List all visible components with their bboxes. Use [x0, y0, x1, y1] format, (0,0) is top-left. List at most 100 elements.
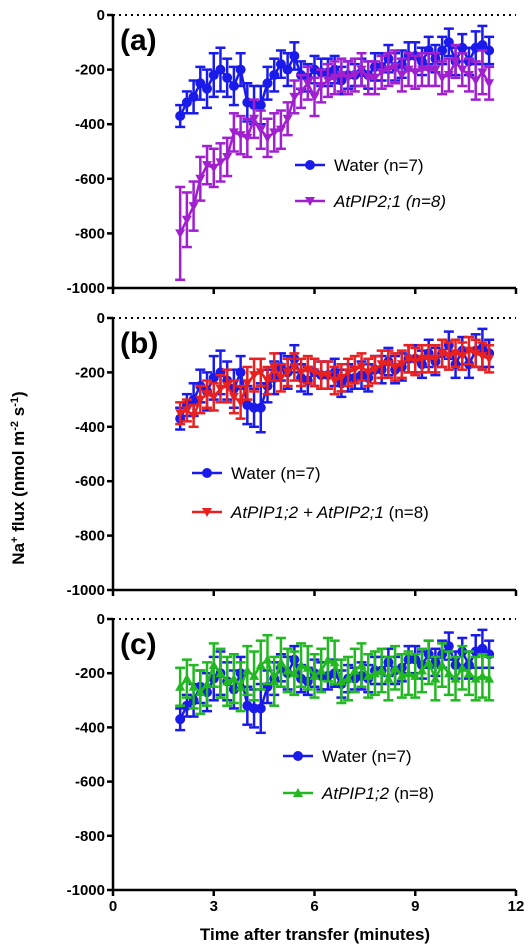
data-point — [349, 71, 360, 81]
data-point — [275, 59, 286, 70]
data-point — [296, 87, 307, 97]
y-tick-label: -800 — [75, 225, 105, 242]
data-point — [450, 673, 461, 683]
data-point — [309, 92, 320, 102]
data-point — [302, 79, 313, 89]
y-tick-label: -600 — [75, 171, 105, 188]
panel-0: 0 -200 -400 -600 -800 -1000 (a) Water (n=7) AtPI… — [67, 7, 518, 297]
data-point — [181, 215, 192, 225]
data-point — [195, 395, 206, 405]
data-point — [430, 673, 441, 683]
data-point — [396, 670, 407, 680]
y-axis-title-sup1: + — [9, 537, 21, 543]
y-tick-label: -800 — [75, 528, 105, 545]
data-point — [376, 665, 387, 675]
series-1 — [175, 335, 495, 429]
y-tick-label: -1000 — [67, 582, 105, 599]
data-point — [255, 125, 266, 135]
data-point — [181, 406, 192, 416]
x-tick-label: 6 — [310, 898, 318, 915]
data-point — [302, 365, 313, 375]
data-point — [188, 202, 199, 212]
data-point — [356, 362, 367, 372]
data-point — [262, 78, 273, 89]
data-point — [410, 670, 421, 680]
data-point — [208, 163, 219, 173]
data-point — [437, 349, 448, 359]
data-point — [275, 657, 286, 667]
x-tick-label: 0 — [109, 898, 117, 915]
data-point — [383, 673, 394, 683]
y-tick-label: -800 — [75, 828, 105, 845]
data-point — [222, 72, 233, 83]
y-axis-title-base: Na — [9, 542, 28, 564]
data-point — [329, 73, 340, 83]
data-point — [175, 681, 186, 691]
panel-label: (b) — [120, 327, 158, 360]
data-point — [390, 62, 401, 72]
data-point — [302, 662, 313, 672]
data-point — [269, 676, 280, 686]
data-point — [443, 668, 454, 678]
data-point — [228, 673, 239, 683]
data-point — [322, 654, 333, 664]
data-point — [188, 681, 199, 691]
data-point — [181, 673, 192, 683]
data-point — [343, 368, 354, 378]
data-point — [235, 367, 246, 378]
data-point — [410, 68, 421, 78]
data-point — [470, 76, 481, 86]
data-point — [390, 362, 401, 372]
data-point — [484, 354, 495, 364]
data-point — [369, 73, 380, 83]
legend-item-0: Water (n=7) — [283, 747, 412, 766]
data-point — [470, 349, 481, 359]
data-point — [336, 71, 347, 81]
data-point — [450, 57, 461, 67]
legend-label-suffix: (n=8) — [384, 503, 429, 522]
data-point — [235, 131, 246, 141]
y-axis-title: Na+ flux (nmol m-2 s-1) — [9, 391, 28, 564]
data-point — [376, 360, 387, 370]
data-point — [369, 365, 380, 375]
data-point — [249, 114, 260, 124]
y-tick-label: -400 — [75, 719, 105, 736]
data-point — [484, 79, 495, 89]
y-tick-label: -1000 — [67, 882, 105, 899]
data-point — [484, 673, 495, 683]
data-point — [322, 371, 333, 381]
y-tick-label: -400 — [75, 419, 105, 436]
y-tick-label: 0 — [97, 7, 105, 24]
data-point — [416, 354, 427, 364]
legend-marker — [202, 508, 212, 517]
data-point — [477, 352, 488, 362]
data-point — [202, 161, 213, 171]
legend-label: AtPIP1;2 + AtPIP2;1 (n=8) — [230, 503, 429, 522]
data-point — [437, 660, 448, 670]
legend-label: Water (n=7) — [231, 464, 321, 483]
data-point — [349, 665, 360, 675]
data-point — [222, 152, 233, 162]
x-tick-label: 12 — [508, 898, 525, 915]
data-point — [396, 360, 407, 370]
data-point — [423, 354, 434, 364]
data-point — [208, 660, 219, 670]
legend-label-italic: AtPIP1;2 — [321, 784, 390, 803]
data-point — [423, 65, 434, 75]
legend-label-suffix: (n=8) — [389, 784, 434, 803]
series-1 — [175, 634, 495, 716]
data-point — [349, 365, 360, 375]
legend-label-plain: Water (n=7) — [334, 156, 424, 175]
y-tick-label: -200 — [75, 665, 105, 682]
data-point — [208, 392, 219, 402]
y-tick-label: -200 — [75, 62, 105, 79]
y-axis-title-end: ) — [9, 391, 28, 397]
data-point — [282, 665, 293, 675]
data-point — [463, 668, 474, 678]
legend-marker — [305, 160, 315, 170]
data-point — [262, 654, 273, 664]
data-point — [430, 354, 441, 364]
x-tick-label: 9 — [411, 898, 419, 915]
legend-label-plain: Water (n=7) — [322, 747, 412, 766]
